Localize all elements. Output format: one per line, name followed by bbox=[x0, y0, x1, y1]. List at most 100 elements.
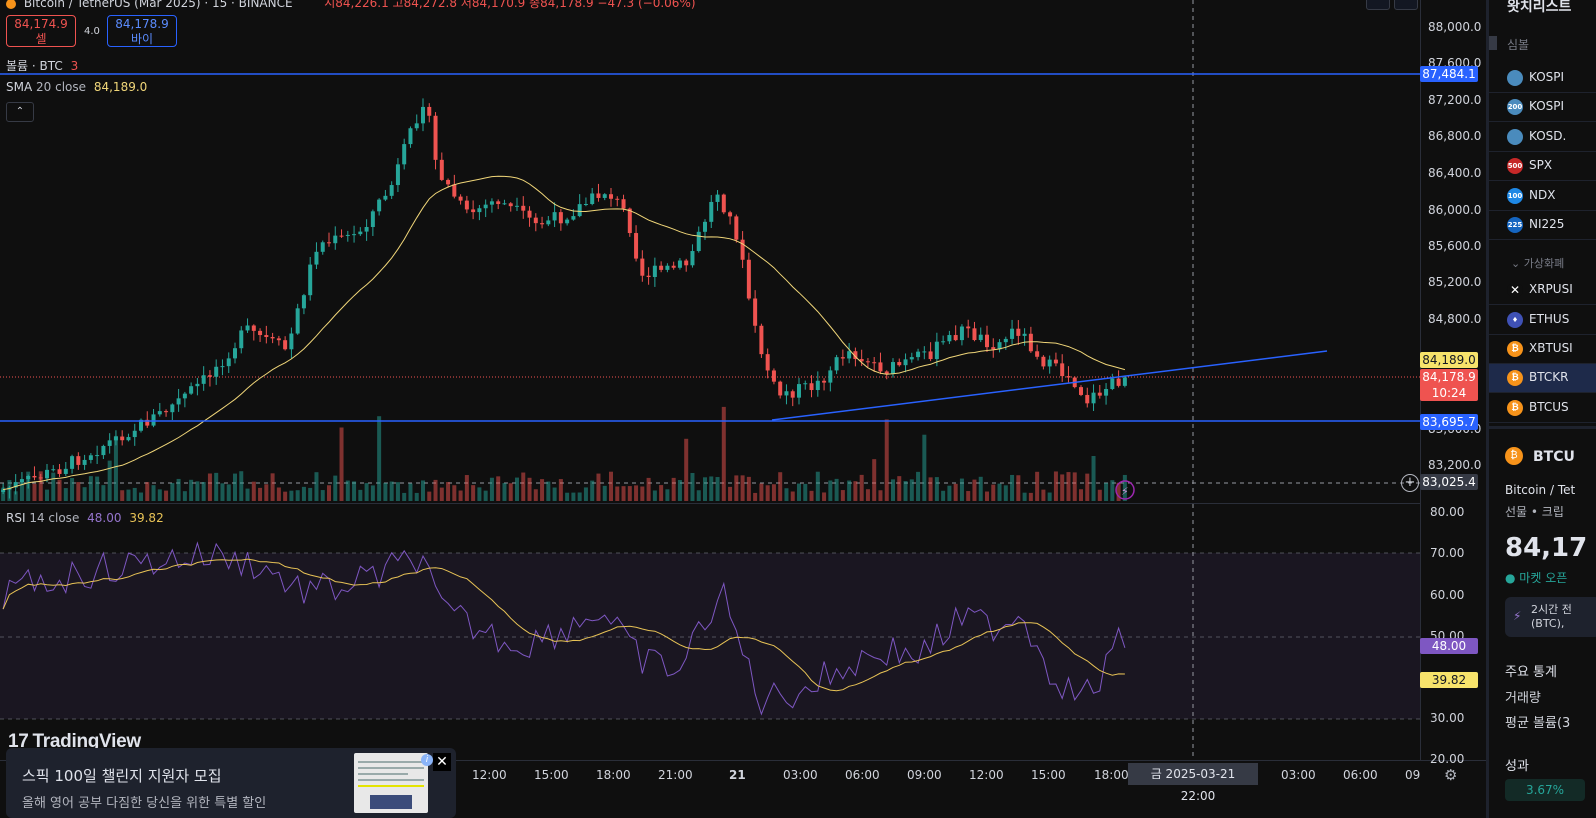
watchlist-symbol: KOSPI bbox=[1529, 70, 1565, 84]
crypto-group-header[interactable]: ⌄ 가상화폐 bbox=[1511, 257, 1565, 270]
watchlist-item[interactable]: ₿ XBTUSI bbox=[1489, 335, 1596, 364]
volume-bar bbox=[822, 492, 827, 501]
volume-bar bbox=[32, 483, 37, 501]
volume-bar bbox=[928, 477, 933, 501]
ad-thumbnail[interactable] bbox=[354, 753, 428, 813]
volume-bar bbox=[157, 489, 162, 501]
candle-body bbox=[627, 208, 632, 234]
tradingview-logo-text: TradingView bbox=[32, 731, 142, 752]
btc-icon: ₿ bbox=[1507, 370, 1523, 386]
volume-bar bbox=[884, 419, 889, 501]
news-card[interactable]: ⚡ 2시간 전 (BTC), bbox=[1505, 597, 1596, 637]
add-alert-icon[interactable]: + bbox=[1401, 474, 1419, 492]
volume-bar bbox=[270, 473, 275, 501]
candle-body bbox=[640, 258, 645, 276]
candle-body bbox=[659, 265, 664, 270]
time-cursor-label: 금 2025-03-21 22:00 bbox=[1128, 763, 1258, 803]
eth-icon: ♦ bbox=[1507, 312, 1523, 328]
symbol-column-header[interactable]: 심볼 bbox=[1507, 38, 1530, 52]
watchlist-item[interactable]: 200 KOSPI bbox=[1489, 93, 1596, 122]
watchlist-item[interactable]: 100 NDX bbox=[1489, 182, 1596, 211]
watchlist-item-active[interactable]: ₿ BTCKR bbox=[1489, 364, 1596, 393]
volume-bar bbox=[1072, 472, 1077, 501]
candle-body bbox=[57, 469, 62, 474]
time-axis-label: 12:00 bbox=[472, 768, 507, 782]
volume-bar bbox=[778, 472, 783, 501]
candle-body bbox=[408, 128, 413, 145]
candle-body bbox=[70, 456, 75, 469]
watchlist-title[interactable]: 왓치리스트 bbox=[1507, 0, 1572, 15]
volume-bar bbox=[295, 490, 300, 501]
volume-bar bbox=[533, 489, 538, 501]
candle-body bbox=[746, 259, 751, 299]
rsi-legend[interactable]: RSI 14 close 48.00 39.82 bbox=[6, 511, 164, 525]
candle-body bbox=[878, 362, 883, 372]
watchlist-item[interactable]: KOSD. bbox=[1489, 123, 1596, 152]
gear-icon[interactable]: ⚙ bbox=[1444, 766, 1458, 784]
candle-body bbox=[145, 419, 150, 426]
ad-info-icon[interactable]: i bbox=[421, 754, 433, 766]
watchlist-item[interactable]: 500 SPX bbox=[1489, 152, 1596, 181]
buy-button[interactable]: 84,178.9 바이 bbox=[107, 15, 177, 47]
price-axis-label: 87,200.0 bbox=[1428, 93, 1482, 107]
volume-bar bbox=[57, 479, 62, 501]
candle-body bbox=[515, 205, 519, 207]
time-axis-label: 06:00 bbox=[845, 768, 880, 782]
price-axis-label: 88,000.0 bbox=[1428, 20, 1482, 34]
sp500-icon: 500 bbox=[1507, 158, 1523, 174]
xrp-icon: ✕ bbox=[1507, 282, 1523, 298]
watchlist-symbol: SPX bbox=[1529, 158, 1553, 172]
collapse-legend-button[interactable]: ⌃ bbox=[6, 102, 34, 122]
watchlist-item[interactable]: 225 NI225 bbox=[1489, 211, 1596, 240]
trend-line bbox=[771, 350, 1328, 421]
volume-bar bbox=[151, 485, 156, 501]
candle-body bbox=[934, 341, 939, 360]
symbol-title[interactable]: Bitcoin / TetherUS (Mar 2025) · 15 · BIN… bbox=[23, 0, 293, 10]
volume-bar bbox=[377, 416, 382, 501]
resistance-price-tag[interactable]: 87,484.1 bbox=[1420, 66, 1478, 82]
volume-bar bbox=[746, 476, 751, 501]
volume-bar bbox=[759, 483, 764, 501]
watchlist-item[interactable]: ♦ ETHUS bbox=[1489, 306, 1596, 335]
scroll-handle[interactable] bbox=[1489, 36, 1497, 50]
volume-bar bbox=[753, 492, 758, 501]
volume-bar bbox=[233, 473, 237, 501]
candle-body bbox=[1079, 387, 1083, 395]
rsi-axis-label: 80.00 bbox=[1430, 505, 1465, 519]
sma-legend[interactable]: SMA 20 close 84,189.0 bbox=[6, 80, 147, 94]
sell-price: 84,174.9 bbox=[14, 17, 68, 31]
ad-banner[interactable]: 스픽 100일 챌린지 지원자 모집 올해 영어 공부 다짐한 당신을 위한 특… bbox=[6, 748, 456, 818]
volume-bar bbox=[427, 491, 432, 501]
volume-legend[interactable]: 볼륨 · BTC 3 bbox=[6, 57, 78, 74]
sell-button[interactable]: 84,174.9 셀 bbox=[6, 15, 76, 47]
chart-canvas[interactable]: ⚡ bbox=[0, 0, 1486, 818]
volume-bar bbox=[107, 460, 112, 501]
nikkei-icon: 225 bbox=[1507, 217, 1523, 233]
volume-bar bbox=[1028, 492, 1033, 501]
candle-body bbox=[615, 198, 620, 200]
scroll-down-button[interactable] bbox=[1366, 0, 1390, 10]
watchlist-item[interactable]: KOSPI bbox=[1489, 64, 1596, 93]
watchlist-item[interactable]: ✕ XRPUSI bbox=[1489, 276, 1596, 305]
candle-body bbox=[1122, 377, 1127, 386]
detail-price: 84,17 bbox=[1505, 533, 1588, 563]
volume-bar bbox=[828, 480, 833, 501]
tradingview-logo[interactable]: 17 TradingView bbox=[8, 731, 141, 753]
candle-body bbox=[928, 351, 933, 360]
watchlist-symbol: BTCKR bbox=[1529, 370, 1569, 384]
detail-symbol[interactable]: BTCU bbox=[1533, 449, 1575, 465]
candle-body bbox=[1060, 363, 1065, 377]
ad-close-button[interactable]: ✕ bbox=[433, 753, 451, 771]
watchlist-item[interactable]: ₿ BTCUS bbox=[1489, 394, 1596, 423]
watchlist-symbol: KOSD. bbox=[1529, 129, 1567, 143]
volume-bar bbox=[558, 479, 563, 501]
chart-area[interactable]: ⚡ Bitcoin / TetherUS (Mar 2025) · 15 · B… bbox=[0, 0, 1486, 818]
candle-body bbox=[95, 455, 100, 457]
candle-body bbox=[258, 330, 263, 336]
maximize-button[interactable] bbox=[1394, 0, 1418, 10]
volume-bar bbox=[897, 476, 902, 501]
candle-body bbox=[383, 195, 388, 200]
support-price-tag[interactable]: 83,695.7 bbox=[1420, 414, 1478, 430]
candle-body bbox=[233, 348, 237, 359]
volume-bar bbox=[552, 487, 557, 501]
